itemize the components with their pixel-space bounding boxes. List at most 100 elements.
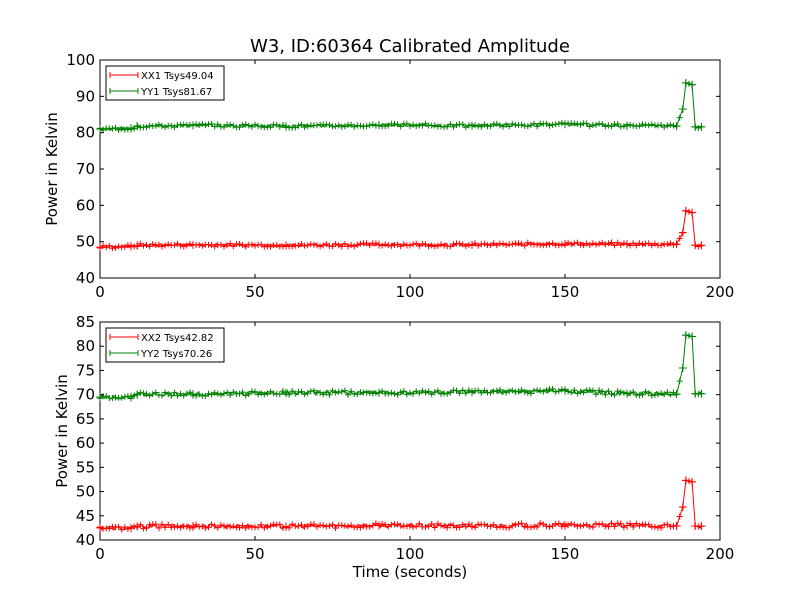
y-tick-label: 45: [76, 507, 95, 525]
data-point: [697, 389, 706, 398]
data-point: [681, 78, 690, 87]
legend: XX2 Tsys42.82 YY2 Tsys70.26: [105, 327, 225, 363]
y-tick-label: 40: [76, 531, 95, 549]
y-tick-label: 55: [76, 458, 95, 476]
data-point: [672, 122, 681, 131]
chart-title: W3, ID:60364 Calibrated Amplitude: [250, 36, 570, 57]
legend: XX1 Tsys49.04 YY1 Tsys81.67: [105, 65, 225, 101]
series-xx2: [96, 476, 706, 533]
data-point: [375, 240, 383, 249]
data-point: [623, 521, 631, 530]
data-point: [672, 240, 681, 249]
data-point: [127, 124, 135, 133]
data-point: [127, 242, 135, 251]
series-yy1: [96, 78, 706, 134]
legend-label: XX2 Tsys42.82: [141, 333, 214, 344]
data-point: [697, 241, 706, 250]
data-point: [561, 120, 569, 129]
legend-marker: [109, 88, 139, 94]
x-tick-label: 50: [245, 283, 264, 301]
data-point: [375, 121, 383, 130]
data-point: [468, 240, 476, 249]
data-point: [623, 389, 631, 398]
plots-container: 0 50 100 150 200 40 50 60 70 80 90 100 Power in Kelv…: [43, 51, 734, 581]
data-point: [678, 105, 687, 114]
data-point: [468, 121, 476, 130]
data-point: [697, 521, 706, 530]
data-point: [678, 364, 687, 373]
data-point: [133, 241, 142, 250]
y-tick-label: 50: [76, 233, 95, 251]
x-tick-label: 200: [706, 283, 735, 301]
data-point: [133, 122, 142, 131]
data-point: [282, 388, 290, 397]
y-axis-label: Power in Kelvin: [43, 112, 61, 226]
data-point: [133, 390, 142, 399]
x-tick-label: 0: [95, 545, 105, 563]
data-point: [133, 522, 142, 531]
data-point: [282, 522, 290, 531]
data-point: [681, 206, 690, 215]
y-tick-label: 70: [76, 160, 95, 178]
legend-marker: [109, 72, 139, 78]
data-point: [282, 122, 290, 131]
series-xx1: [96, 206, 706, 252]
data-point: [672, 390, 681, 399]
legend-box: [105, 65, 225, 101]
data-point: [468, 521, 476, 530]
y-tick-label: 40: [76, 269, 95, 287]
y-tick-label: 70: [76, 386, 95, 404]
data-point: [468, 388, 476, 397]
x-tick-label: 0: [95, 283, 105, 301]
y-tick-label: 60: [76, 434, 95, 452]
y-tick-label: 100: [66, 51, 95, 69]
data-point: [561, 239, 569, 248]
data-point: [688, 80, 697, 89]
legend-label: YY2 Tsys70.26: [140, 349, 212, 360]
x-tick-label: 100: [396, 545, 425, 563]
y-tick-label: 80: [76, 337, 95, 355]
y-tick-label: 85: [76, 313, 95, 331]
plot-1: 0 50 100 150 200 40 50 60 70 80 90 100 Power in Kelv…: [43, 51, 734, 301]
data-point: [681, 331, 690, 340]
x-axis-label: Time (seconds): [352, 563, 468, 581]
data-point: [189, 121, 197, 130]
data-point: [189, 390, 197, 399]
legend-label: YY1 Tsys81.67: [140, 87, 212, 98]
data-point: [96, 523, 104, 532]
data-point: [282, 241, 290, 250]
y-tick-label: 75: [76, 361, 95, 379]
x-tick-label: 50: [245, 545, 264, 563]
data-point: [678, 503, 687, 512]
legend-marker: [109, 350, 139, 356]
data-point: [375, 521, 383, 530]
data-point: [96, 125, 104, 134]
data-point: [375, 388, 383, 397]
y-tick-label: 50: [76, 483, 95, 501]
data-point: [623, 121, 631, 130]
data-point: [688, 332, 697, 341]
data-point: [189, 240, 197, 249]
data-point: [127, 392, 135, 401]
data-point: [697, 122, 706, 131]
series-yy2: [96, 331, 706, 402]
data-point: [688, 477, 697, 486]
y-axis-label: Power in Kelvin: [53, 374, 71, 488]
legend-box: [105, 327, 225, 363]
x-tick-label: 100: [396, 283, 425, 301]
data-point: [96, 243, 104, 252]
y-tick-label: 90: [76, 87, 95, 105]
y-tick-label: 60: [76, 196, 95, 214]
plot-2: 0 50 100 150 200 40 45 50 55 60 65 70 75 80 85 Power in…: [53, 313, 734, 581]
y-tick-label: 65: [76, 410, 95, 428]
legend-marker: [109, 334, 139, 340]
data-point: [688, 208, 697, 217]
x-tick-label: 150: [551, 545, 580, 563]
x-tick-label: 150: [551, 283, 580, 301]
data-point: [561, 386, 569, 395]
data-point: [672, 521, 681, 530]
data-point: [189, 521, 197, 530]
x-tick-label: 200: [706, 545, 735, 563]
data-point: [681, 476, 690, 485]
